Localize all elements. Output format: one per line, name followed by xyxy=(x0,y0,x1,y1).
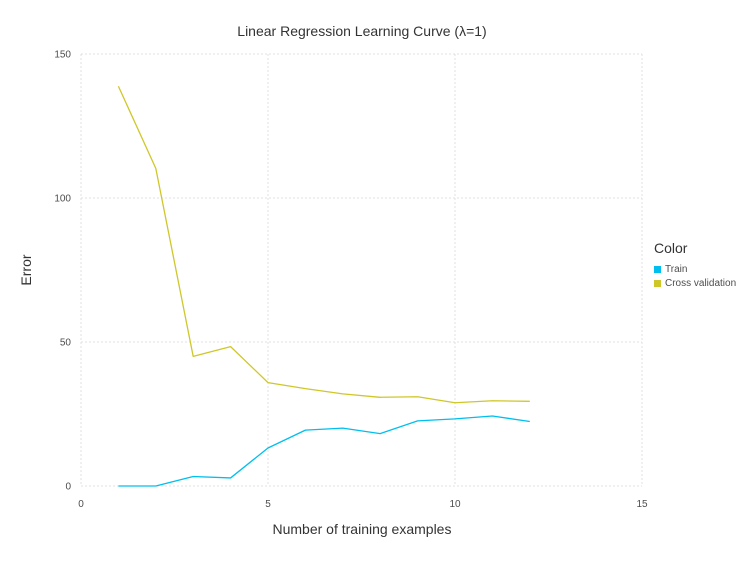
series-lines xyxy=(117,85,530,487)
chart-title: Linear Regression Learning Curve (λ=1) xyxy=(237,23,486,39)
y-axis-label: Error xyxy=(18,254,34,285)
legend-item-train: Train xyxy=(654,262,736,276)
x-tick-label: 5 xyxy=(265,499,271,510)
y-tick-label: 100 xyxy=(54,194,71,205)
legend-label-cross-validation: Cross validation xyxy=(665,277,737,289)
x-tick-labels: 0 5 10 15 xyxy=(78,499,648,510)
legend: Color Train Cross validation xyxy=(654,240,736,290)
y-tick-labels: 0 50 100 150 xyxy=(54,50,71,493)
legend-title: Color xyxy=(654,240,688,256)
grid xyxy=(80,53,643,487)
x-tick-label: 0 xyxy=(78,499,84,510)
y-tick-label: 0 xyxy=(65,482,71,493)
y-tick-label: 50 xyxy=(60,338,72,349)
y-tick-label: 150 xyxy=(54,50,71,61)
x-tick-label: 10 xyxy=(449,499,461,510)
x-tick-label: 15 xyxy=(636,499,648,510)
series-line-cross-validation xyxy=(117,85,530,404)
legend-swatch-cross-validation xyxy=(654,279,661,287)
x-axis-label: Number of training examples xyxy=(273,521,452,537)
series-line-train xyxy=(118,415,530,487)
legend-item-cross-validation: Cross validation xyxy=(654,276,736,290)
legend-swatch-train xyxy=(654,265,661,273)
legend-label-train: Train xyxy=(665,263,688,275)
